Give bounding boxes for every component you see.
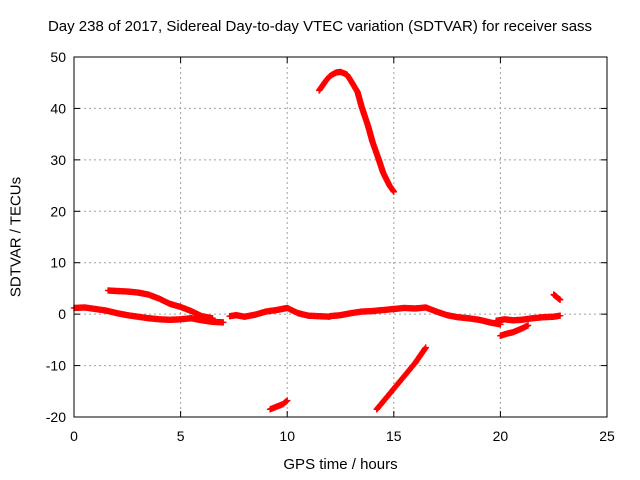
tick-labels: 0 5 10 15 20 25 -20 -10 0 10 20 30 40 50 xyxy=(46,49,615,444)
y-tick-label: 10 xyxy=(50,255,66,271)
x-tick-label: 5 xyxy=(177,428,185,444)
data-point xyxy=(524,322,532,329)
x-tick-label: 25 xyxy=(599,428,615,444)
data-point xyxy=(220,319,227,326)
chart-title: Day 238 of 2017, Sidereal Day-to-day VTE… xyxy=(47,18,593,35)
grid-lines xyxy=(74,57,607,417)
y-tick-label: -20 xyxy=(46,409,66,425)
y-tick-label: -10 xyxy=(46,358,66,374)
axes xyxy=(73,56,608,418)
data-point xyxy=(556,296,564,303)
y-tick-label: 0 xyxy=(58,306,66,322)
data-point xyxy=(209,315,216,322)
data-point xyxy=(283,398,290,405)
data-point xyxy=(284,397,291,404)
data-point xyxy=(422,344,429,351)
data-point xyxy=(556,312,564,319)
x-tick-label: 15 xyxy=(386,428,402,444)
data-points xyxy=(70,68,564,413)
y-tick-label: 50 xyxy=(50,49,66,65)
x-axis-label: GPS time / hours xyxy=(283,456,398,473)
y-tick-label: 20 xyxy=(50,203,66,219)
y-tick-label: 40 xyxy=(50,100,66,116)
x-tick-label: 20 xyxy=(493,428,509,444)
y-axis-label: SDTVAR / TECUs xyxy=(7,176,25,298)
data-point xyxy=(390,188,397,195)
y-tick-label: 30 xyxy=(50,152,66,168)
x-tick-label: 10 xyxy=(279,428,295,444)
plot-frame xyxy=(73,56,608,418)
x-tick-label: 0 xyxy=(70,428,78,444)
